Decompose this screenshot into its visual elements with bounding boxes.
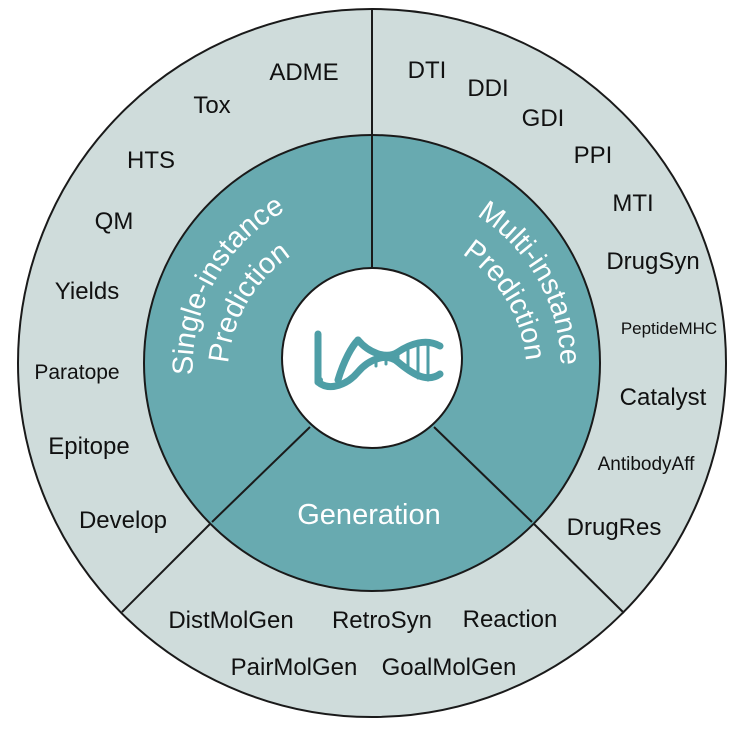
task-label-multi-0: DTI bbox=[408, 57, 447, 84]
divider-right bbox=[531, 521, 625, 614]
task-label-multi-2: GDI bbox=[522, 105, 565, 132]
category-generation: Generation bbox=[297, 499, 441, 531]
task-label-multi-8: AntibodyAff bbox=[598, 454, 696, 475]
tdc-dna-logo-icon bbox=[314, 330, 444, 390]
task-label-single-0: ADME bbox=[269, 59, 338, 86]
inner-divider-right bbox=[433, 426, 533, 523]
task-label-single-4: Yields bbox=[55, 278, 119, 305]
task-label-multi-3: PPI bbox=[574, 142, 613, 169]
task-label-single-2: HTS bbox=[127, 147, 175, 174]
task-label-multi-5: DrugSyn bbox=[606, 248, 699, 275]
task-label-generation-1: RetroSyn bbox=[332, 607, 432, 634]
task-label-single-5: Paratope bbox=[34, 361, 119, 384]
task-label-single-3: QM bbox=[95, 208, 134, 235]
task-label-multi-6: PeptideMHC bbox=[621, 319, 717, 338]
task-label-multi-4: MTI bbox=[612, 190, 653, 217]
task-label-generation-4: GoalMolGen bbox=[382, 654, 517, 681]
task-label-multi-9: DrugRes bbox=[567, 514, 662, 541]
task-label-single-6: Epitope bbox=[48, 433, 129, 460]
task-label-generation-3: PairMolGen bbox=[231, 654, 358, 681]
task-label-single-7: Develop bbox=[79, 507, 167, 534]
task-label-generation-2: Reaction bbox=[463, 606, 558, 633]
divider-left bbox=[121, 521, 213, 613]
task-label-multi-7: Catalyst bbox=[620, 384, 707, 411]
task-label-single-1: Tox bbox=[193, 92, 230, 119]
task-label-generation-0: DistMolGen bbox=[168, 607, 293, 634]
inner-divider-left bbox=[211, 426, 311, 523]
task-label-multi-1: DDI bbox=[467, 75, 508, 102]
